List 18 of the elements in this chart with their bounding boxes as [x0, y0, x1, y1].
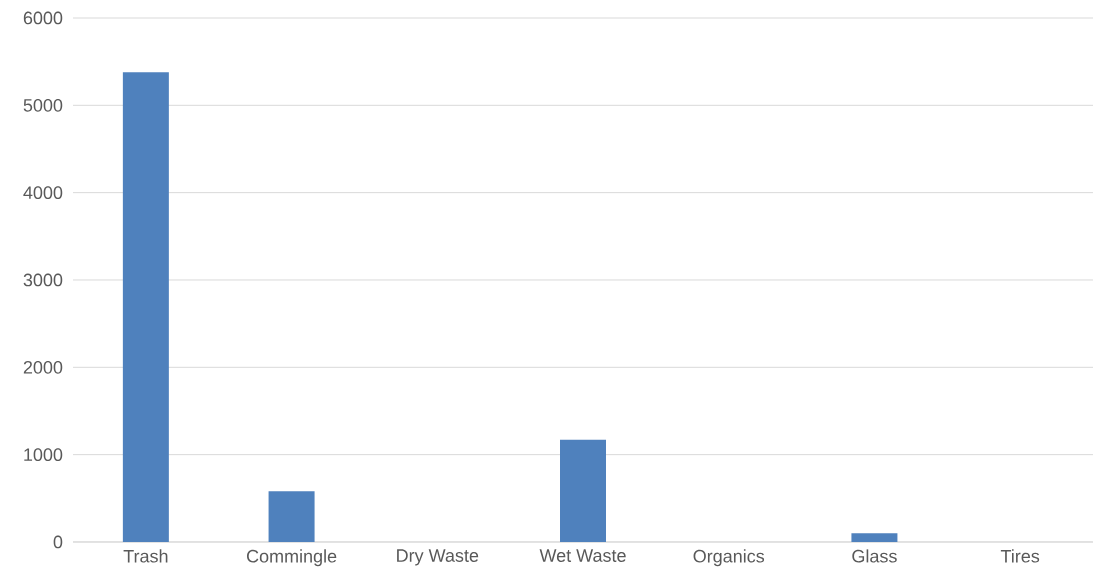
x-tick-label: Dry Waste	[397, 549, 479, 566]
y-tick-label: 6000	[23, 11, 63, 25]
x-tick-label: Commingle	[246, 549, 337, 567]
x-tick-label: Tires	[1000, 549, 1040, 563]
y-tick-label: 5000	[23, 98, 63, 112]
y-tick-label: 4000	[23, 186, 63, 200]
bar	[268, 491, 315, 542]
x-tick-label: Organics	[693, 549, 765, 567]
bar	[560, 439, 606, 542]
x-tick-label: Glass	[852, 549, 897, 563]
x-tick-label: Trash	[123, 549, 168, 563]
y-tick-label: 2000	[23, 360, 63, 374]
bar	[851, 533, 898, 542]
y-tick-label: 1000	[24, 448, 63, 462]
y-tick-label: 0	[53, 535, 63, 549]
bar	[122, 72, 169, 542]
x-tick-label: Wet Waste	[539, 549, 626, 562]
y-tick-label: 3000	[23, 273, 63, 287]
